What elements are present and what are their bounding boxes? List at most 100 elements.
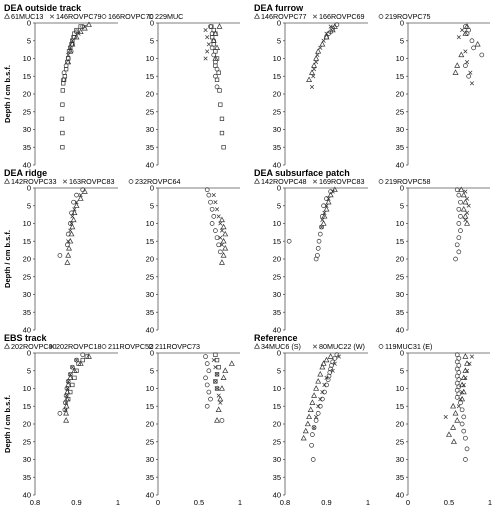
- marker-cross-stroke: [312, 179, 318, 184]
- marker-triangle: [458, 186, 465, 192]
- marker-circle: [57, 411, 63, 416]
- marker-cross-stroke: [464, 60, 470, 65]
- porosity-axis: [33, 352, 118, 496]
- marker-circle: [464, 446, 470, 452]
- y-tick-label: 0: [400, 349, 404, 358]
- marker-cross-stroke: [214, 386, 220, 391]
- marker-cross: [463, 375, 468, 380]
- marker-circle: [321, 203, 326, 209]
- marker-square: [214, 357, 220, 363]
- y-tick-label: 25: [396, 437, 404, 446]
- marker-triangle: [218, 385, 225, 391]
- marker-triangle: [222, 245, 229, 251]
- marker-cross: [74, 358, 79, 363]
- y-tick-label: 20: [23, 420, 31, 429]
- marker-cross: [468, 70, 473, 75]
- marker-triangle: [302, 427, 309, 434]
- marker-cross-stroke: [464, 210, 470, 215]
- y-tick-label: 20: [23, 90, 31, 99]
- marker-cross: [312, 344, 318, 349]
- y-tick-label: 5: [27, 201, 31, 210]
- marker-cross-stroke: [66, 52, 71, 57]
- corg-series: [443, 354, 475, 419]
- marker-cross-stroke: [74, 358, 79, 363]
- y-tick-label: 20: [146, 90, 154, 99]
- marker-circle: [62, 400, 68, 406]
- marker-circle: [334, 352, 340, 358]
- marker-circle: [459, 421, 465, 427]
- marker-cross: [321, 38, 326, 43]
- legend-entry: 211ROVPC73: [155, 342, 200, 351]
- marker-cross: [456, 404, 461, 409]
- y-tick-label: 30: [396, 290, 404, 299]
- marker-triangle: [63, 417, 70, 423]
- marker-cross: [318, 45, 323, 50]
- marker-triangle: [218, 259, 225, 265]
- porosity-axis: [283, 352, 368, 496]
- marker-cross: [328, 24, 333, 29]
- marker-cross: [211, 193, 216, 198]
- marker-cross: [78, 193, 83, 198]
- marker-cross: [70, 365, 75, 370]
- y-tick-label: 35: [273, 143, 281, 152]
- marker-square: [72, 375, 77, 380]
- marker-circle: [204, 361, 210, 366]
- marker-triangle: [317, 370, 324, 377]
- panel-title: DEA ridge: [4, 168, 47, 178]
- porosity-series: [309, 24, 333, 89]
- marker-circle: [479, 52, 485, 58]
- corg-axis: [406, 352, 490, 496]
- marker-circle: [326, 31, 331, 37]
- y-tick-label: 30: [396, 455, 404, 464]
- marker-triangle: [462, 213, 469, 219]
- marker-cross-stroke: [336, 354, 341, 359]
- y-tick-label: 0: [150, 19, 154, 28]
- marker-circle: [458, 214, 463, 219]
- corg-series: [211, 193, 225, 247]
- porosity-axis: [33, 187, 118, 331]
- y-tick-label: 10: [396, 219, 404, 228]
- marker-circle: [286, 238, 292, 244]
- y-tick-label: 40: [146, 491, 154, 500]
- marker-cross: [66, 52, 71, 57]
- y-tick-label: 5: [277, 201, 281, 210]
- marker-cross: [469, 354, 475, 359]
- marker-triangle: [454, 417, 461, 423]
- marker-cross: [218, 235, 223, 240]
- corg-series: [463, 24, 485, 79]
- panel-title: EBS track: [4, 333, 48, 343]
- marker-square: [219, 116, 225, 122]
- marker-cross: [216, 393, 221, 398]
- corg-series: [213, 352, 221, 391]
- marker-cross-stroke: [463, 217, 468, 222]
- marker-triangle: [450, 424, 457, 430]
- marker-cross: [63, 407, 68, 412]
- marker-cross: [214, 207, 220, 212]
- y-tick-label: 40: [273, 491, 281, 500]
- y-tick-label: 35: [23, 143, 31, 152]
- legend-entry: 219ROVPC75: [385, 12, 431, 21]
- y-tick-label: 10: [23, 54, 31, 63]
- marker-circle: [456, 221, 462, 226]
- marker-circle: [214, 84, 220, 90]
- marker-cross-stroke: [205, 49, 210, 54]
- marker-cross-stroke: [463, 375, 468, 380]
- marker-triangle: [460, 205, 467, 212]
- marker-triangle: [320, 220, 327, 226]
- marker-circle: [67, 371, 73, 377]
- marker-cross: [312, 179, 318, 184]
- marker-circle: [324, 196, 329, 201]
- marker-cross-stroke: [467, 361, 472, 366]
- y-tick-label: 0: [150, 349, 154, 358]
- marker-square: [218, 102, 223, 107]
- y-tick-label: 30: [273, 455, 281, 464]
- marker-triangle: [222, 367, 229, 373]
- marker-triangle: [307, 406, 314, 412]
- x-tick-label: 0.8: [280, 498, 290, 507]
- y-tick-label: 20: [396, 90, 404, 99]
- legend-entry: 219ROVPC58: [385, 177, 431, 186]
- marker-circle: [71, 199, 76, 205]
- marker-circle: [456, 235, 462, 241]
- marker-cross-stroke: [49, 344, 55, 349]
